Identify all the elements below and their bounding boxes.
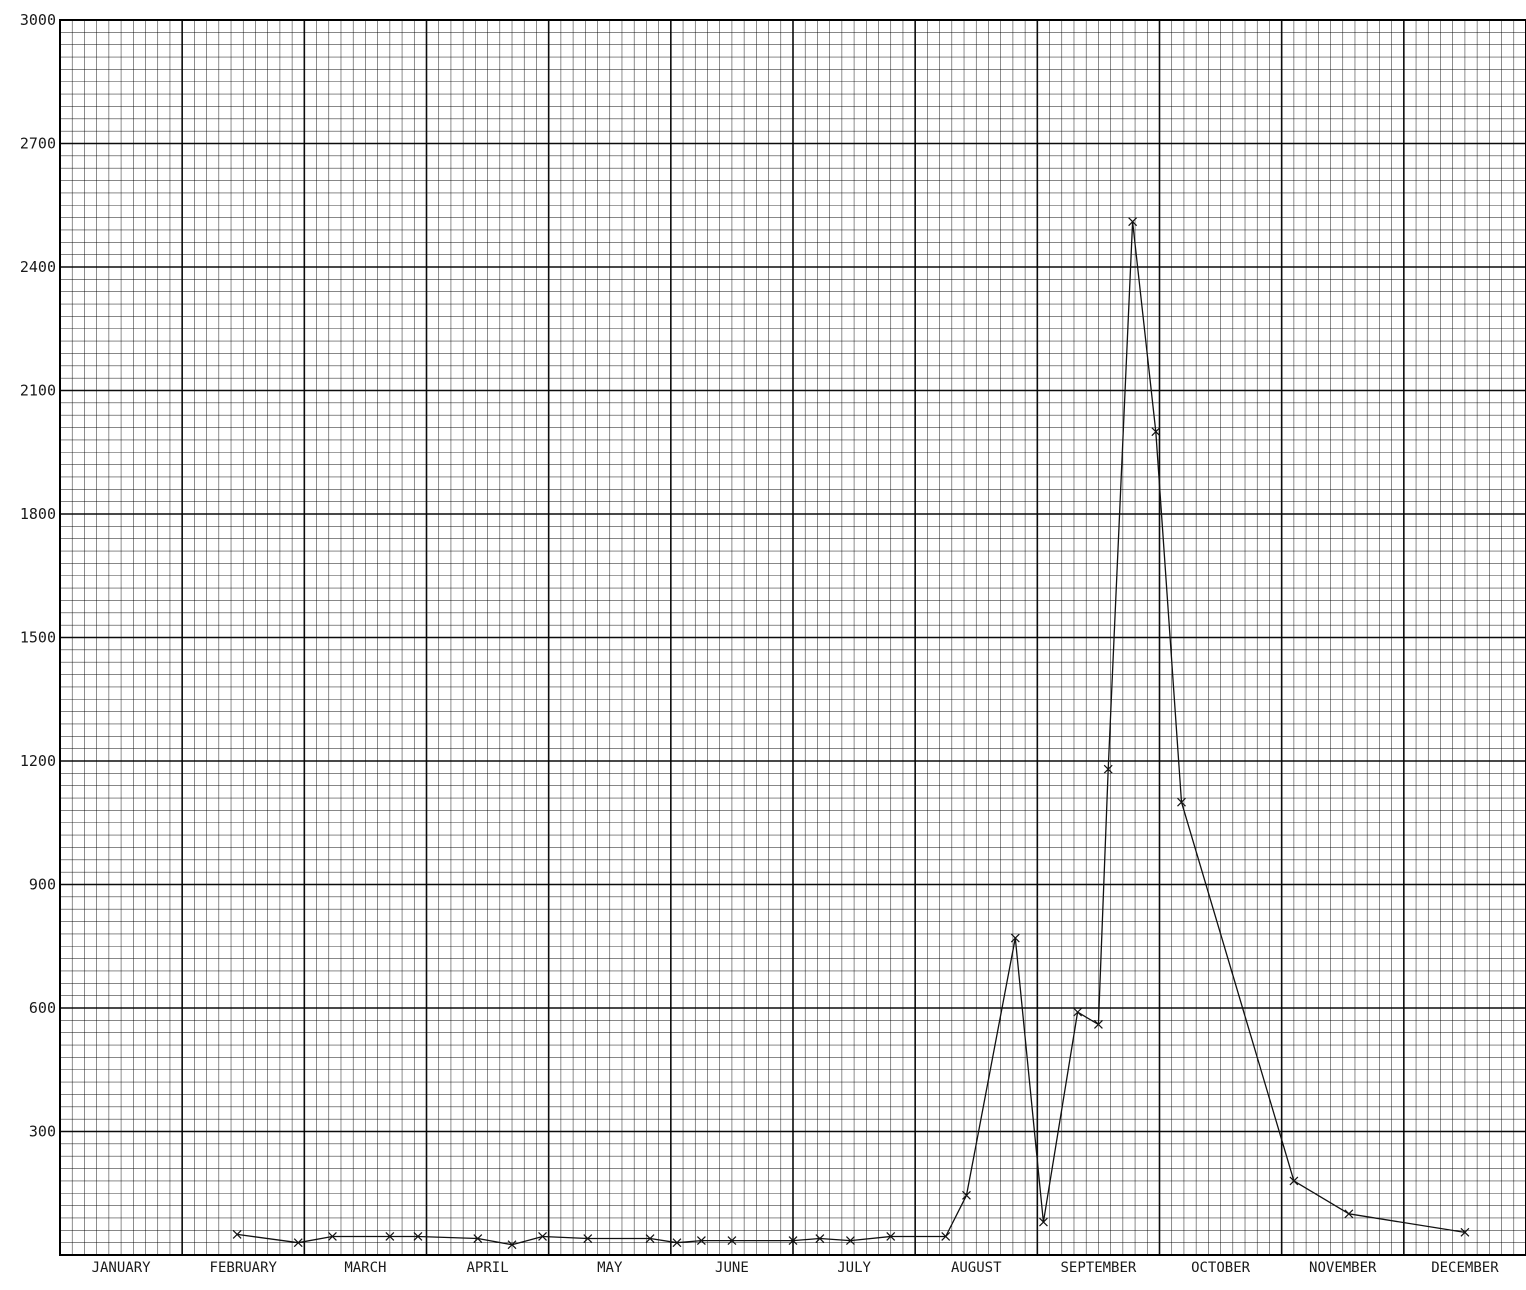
y-tick-label: 2100 xyxy=(20,382,56,400)
y-tick-label: 1200 xyxy=(20,752,56,770)
y-tick-label: 900 xyxy=(29,876,56,894)
x-tick-label: MAY xyxy=(597,1260,623,1276)
y-tick-label: 300 xyxy=(29,1123,56,1141)
data-point-marker xyxy=(1073,1007,1083,1017)
data-point-marker xyxy=(1344,1209,1354,1219)
x-tick-label: DECEMBER xyxy=(1431,1260,1499,1276)
line-layer xyxy=(237,221,1466,1246)
grid-layer xyxy=(59,19,1526,1256)
marker-layer xyxy=(232,217,1470,1250)
data-point-marker xyxy=(232,1229,242,1239)
data-point-marker xyxy=(1093,1020,1103,1029)
data-point-marker xyxy=(1039,1217,1048,1227)
data-point-marker xyxy=(1010,933,1020,943)
data-point-marker xyxy=(1103,764,1113,774)
data-point-marker xyxy=(815,1234,825,1243)
y-tick-label: 600 xyxy=(29,999,56,1017)
data-point-marker xyxy=(962,1190,971,1200)
x-tick-label: AUGUST xyxy=(951,1260,1002,1276)
x-tick-label: JULY xyxy=(837,1260,871,1276)
data-point-marker xyxy=(1460,1227,1470,1237)
x-tick-label: JANUARY xyxy=(92,1260,152,1276)
data-point-marker xyxy=(328,1232,337,1241)
data-point-marker xyxy=(645,1234,655,1243)
y-tick-label: 1800 xyxy=(20,505,56,523)
plot-frame xyxy=(59,19,1526,1256)
x-tick-label: NOVEMBER xyxy=(1309,1260,1377,1276)
data-point-marker xyxy=(1177,797,1186,807)
x-tick-label: OCTOBER xyxy=(1191,1260,1251,1276)
data-point-marker xyxy=(385,1232,395,1241)
data-point-marker xyxy=(413,1232,423,1241)
series-line xyxy=(237,221,1466,1246)
data-point-marker xyxy=(538,1232,547,1241)
data-point-marker xyxy=(507,1240,517,1250)
x-tick-label: MARCH xyxy=(344,1260,386,1276)
data-point-marker xyxy=(845,1236,855,1246)
y-tick-label: 2400 xyxy=(20,258,56,276)
data-point-marker xyxy=(473,1234,483,1243)
label-layer: 300 600 900 1200 1500 1800 2100 2400 2700 3000 JAN… xyxy=(20,11,1499,1276)
data-point-marker xyxy=(727,1236,737,1246)
data-point-marker xyxy=(1128,217,1138,227)
x-tick-label: APRIL xyxy=(467,1260,509,1276)
data-point-marker xyxy=(583,1234,593,1243)
data-point-marker xyxy=(672,1238,682,1248)
data-point-marker xyxy=(941,1232,951,1241)
data-point-marker xyxy=(696,1236,706,1246)
y-tick-label: 2700 xyxy=(20,135,56,153)
data-point-marker xyxy=(293,1238,303,1248)
data-point-marker xyxy=(1289,1176,1299,1186)
y-tick-label: 3000 xyxy=(20,11,56,29)
data-point-marker xyxy=(1151,427,1161,437)
x-tick-label: JUNE xyxy=(715,1260,749,1276)
x-tick-label: FEBRUARY xyxy=(210,1260,278,1276)
x-tick-label: SEPTEMBER xyxy=(1060,1260,1136,1276)
y-tick-label: 1500 xyxy=(20,629,56,647)
data-point-marker xyxy=(788,1236,798,1246)
data-point-marker xyxy=(886,1232,896,1241)
axis-layer xyxy=(59,19,1526,1256)
